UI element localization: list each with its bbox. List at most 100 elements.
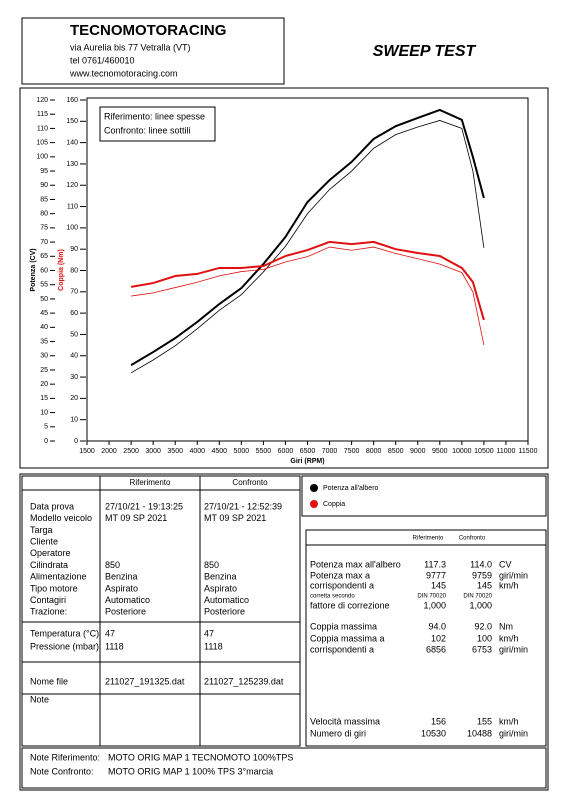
x-tick-label: 11500 [519,448,538,455]
y-tick-label: 0 [44,438,48,445]
info-cell: MT 09 SP 2021 [204,513,266,523]
x-tick-label: 6500 [300,448,316,455]
info-cell: Targa [30,525,53,535]
result-value: DIN 70020 [417,594,446,600]
result-label: corrispondenti a [310,580,374,590]
result-label: Coppia massima [310,621,377,631]
y2-tick-label: 110 [67,203,78,210]
result-value: 155 [477,716,492,726]
result-value: 1,000 [469,600,492,610]
result-label: Velocità massima [310,716,380,726]
note-cell: MOTO ORIG MAP 1 100% TPS 3°marcia [108,766,273,776]
y2-tick-label: 60 [70,310,78,317]
result-value: 94.0 [428,621,446,631]
series-line [131,246,485,346]
result-value: 10488 [467,728,492,738]
result-unit: km/h [499,633,519,643]
y-tick-label: 75 [40,225,48,232]
info-cell: 850 [105,560,120,570]
result-label: corretta secondo [310,594,355,600]
chart-frame [19,87,549,469]
table-frame [19,473,549,791]
result-value: 9777 [426,570,446,580]
y-tick-label: 5 [44,424,48,431]
info-cell: Automatico [105,595,150,605]
info-cell: Automatico [204,595,249,605]
y2-tick-label: 0 [74,438,78,445]
y2-tick-label: 130 [66,161,78,168]
info-cell: Alimentazione [30,572,87,582]
result-value: 145 [431,580,446,590]
info-cell: 211027_125239.dat [204,676,284,686]
notes-box [21,747,547,789]
address-line: www.tecnomotoracing.com [69,68,178,78]
y-tick-label: 100 [36,154,48,161]
y2-tick-label: 70 [70,289,78,296]
result-unit: CV [499,559,512,569]
y-tick-label: 10 [40,409,48,416]
info-cell: Nome file [30,676,68,686]
style-legend-box [99,106,216,142]
info-cell: 47 [105,628,115,638]
y-tick-label: 40 [40,324,48,331]
info-cell: Trazione: [30,607,67,617]
x-tick-label: 5500 [256,448,272,455]
x-tick-label: 8500 [388,448,404,455]
x-tick-label: 8000 [366,448,382,455]
legend-marker [310,484,318,492]
y2-tick-label: 160 [66,97,78,104]
result-value: 145 [477,580,492,590]
x-tick-label: 10500 [474,448,494,455]
x-tick-label: 6000 [278,448,294,455]
y-tick-label: 85 [40,196,48,203]
y2-tick-label: 120 [66,182,78,189]
x-tick-label: 5000 [234,448,250,455]
x-tick-label: 10000 [452,448,472,455]
info-cell: Contagiri [30,595,66,605]
address-line: tel 0761/460010 [70,55,135,65]
note-cell: Note Confronto: [30,766,94,776]
note-cell: Note Riferimento: [30,752,100,762]
result-label: Potenza max all'albero [310,559,401,569]
x-tick-label: 3000 [145,448,161,455]
y-tick-label: 60 [40,267,48,274]
x-tick-label: 1500 [79,448,95,455]
x-tick-label: 2500 [123,448,139,455]
y-tick-label: 15 [40,395,48,402]
header-box [21,17,285,85]
legend-entry: Potenza all'albero [323,485,379,492]
y2-tick-label: 40 [70,353,78,360]
column-header: Riferimento [413,536,444,542]
info-cell: Cliente [30,536,58,546]
result-value: 92.0 [474,621,492,631]
company: TECNOMOTORACING [70,22,226,39]
y-tick-label: 110 [37,125,48,132]
y2-tick-label: 140 [66,139,78,146]
legend-marker [310,500,318,508]
info-cell: 1118 [204,641,223,651]
y2-tick-label: 90 [70,246,78,253]
info-cell: Pressione (mbar) [30,641,99,651]
x-tick-label: 9000 [410,448,426,455]
y-tick-label: 45 [40,310,48,317]
x-tick-label: 3500 [167,448,183,455]
info-cell: 1118 [105,641,124,651]
y-tick-label: 105 [36,139,48,146]
y2-tick-label: 100 [66,225,78,232]
result-unit: giri/min [499,728,528,738]
y-tick-label: 70 [40,239,48,246]
result-value: 114.0 [470,559,492,569]
info-cell: Data prova [30,501,74,511]
x-tick-label: 11000 [496,448,515,455]
result-value: 117.3 [424,559,446,569]
info-cell: 850 [204,560,219,570]
y-tick-label: 115 [37,111,48,118]
result-label: corrispondenti a [310,644,374,654]
report-title: SWEEP TEST [373,43,477,60]
info-cell: Tipo motore [30,583,78,593]
result-label: Numero di giri [310,728,366,738]
style-legend-entry: Confronto: linee sottili [104,125,191,135]
y2-tick-label: 30 [70,374,78,381]
x-axis-label: Giri (RPM) [290,458,324,465]
y-tick-label: 35 [40,338,48,345]
